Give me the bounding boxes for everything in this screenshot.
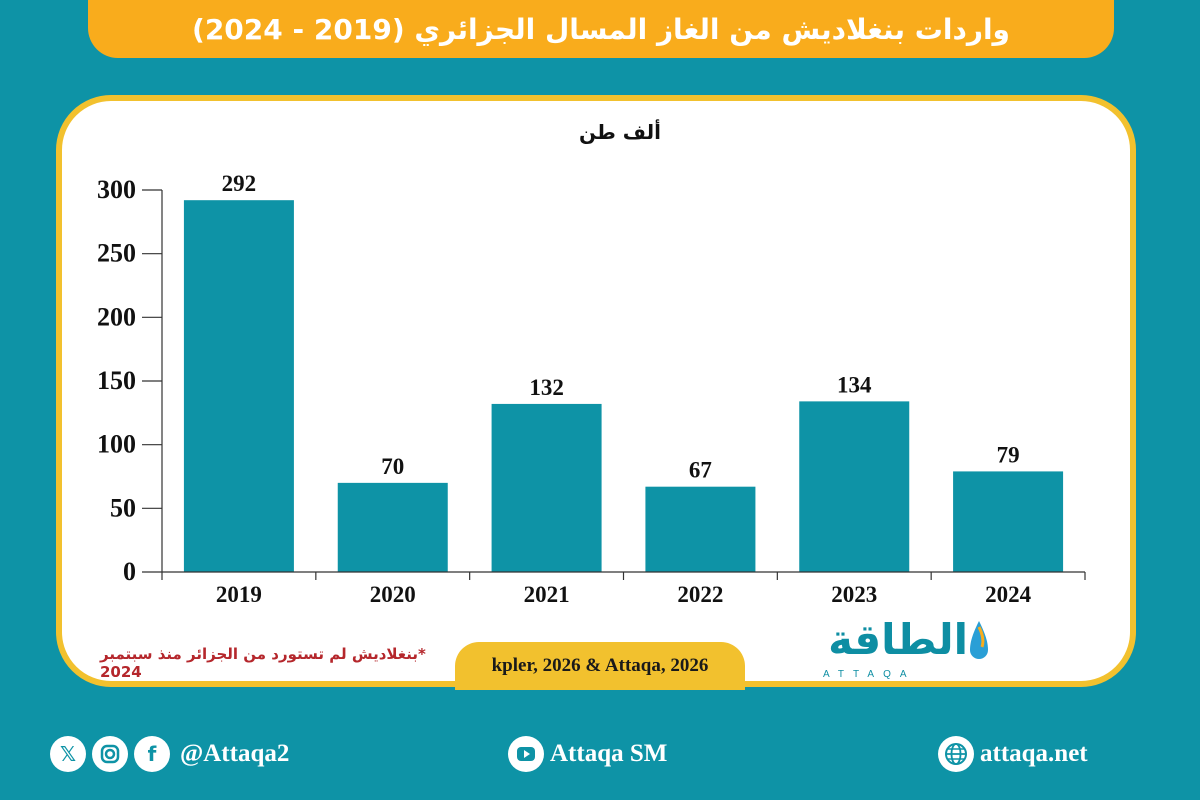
- flame-drop-icon: [970, 621, 988, 659]
- bar-value-label: 132: [529, 375, 564, 400]
- y-tick-label: 50: [110, 493, 136, 522]
- x-tick-label: 2022: [677, 582, 723, 607]
- chart-title-bar: واردات بنغلاديش من الغاز المسال الجزائري…: [88, 0, 1114, 58]
- youtube-icon[interactable]: [508, 736, 544, 772]
- y-tick-label: 200: [97, 302, 136, 331]
- instagram-icon[interactable]: [92, 736, 128, 772]
- bar-value-label: 292: [222, 171, 257, 196]
- bar: [337, 482, 448, 572]
- y-tick-label: 100: [97, 430, 136, 459]
- source-tab: kpler, 2026 & Attaqa, 2026: [455, 642, 745, 690]
- x-tick-label: 2023: [831, 582, 877, 607]
- bar: [491, 403, 602, 572]
- x-tick-label: 2021: [524, 582, 570, 607]
- x-axis: 2019 2020 2021 2022 2023 2024: [161, 571, 1086, 607]
- bar: [953, 471, 1064, 572]
- facebook-icon[interactable]: f: [134, 736, 170, 772]
- globe-icon[interactable]: [938, 736, 974, 772]
- footer-social: 𝕏 f @Attaqa2: [50, 732, 289, 776]
- bar-value-label: 134: [837, 372, 872, 397]
- bar: [799, 401, 910, 572]
- x-icon[interactable]: 𝕏: [50, 736, 86, 772]
- footer-youtube: Attaqa SM: [508, 732, 667, 776]
- x-tick-label: 2020: [370, 582, 416, 607]
- logo-text: الطاقة: [828, 615, 968, 664]
- y-tick-label: 250: [97, 239, 136, 268]
- attaqa-logo: الطاقة ATTAQA: [815, 615, 990, 685]
- y-tick-label: 150: [97, 366, 136, 395]
- website-url[interactable]: attaqa.net: [980, 740, 1088, 767]
- bar-value-label: 67: [689, 458, 712, 483]
- bar: [183, 200, 294, 573]
- bar-value-label: 79: [997, 442, 1020, 467]
- youtube-channel[interactable]: Attaqa SM: [550, 740, 668, 767]
- y-tick-label: 0: [123, 557, 136, 586]
- x-tick-label: 2019: [216, 582, 262, 607]
- y-axis-unit-label: ألف طن: [579, 120, 661, 144]
- social-handle[interactable]: @Attaqa2: [180, 740, 290, 767]
- chart-title: واردات بنغلاديش من الغاز المسال الجزائري…: [192, 12, 1010, 46]
- x-tick-label: 2024: [985, 582, 1032, 607]
- y-axis: 0 50 100 150 200 250 300: [97, 175, 163, 586]
- y-tick-label: 300: [97, 175, 136, 204]
- bar-value-label: 70: [381, 454, 404, 479]
- bar: [645, 486, 756, 572]
- logo-subtext: ATTAQA: [823, 669, 916, 680]
- footer-website: attaqa.net: [938, 732, 1088, 776]
- footnote: *بنغلاديش لم تستورد من الجزائر منذ سبتمب…: [100, 645, 426, 681]
- bars: 292 70 132 67 134 79: [183, 171, 1064, 573]
- source-text: kpler, 2026 & Attaqa, 2026: [491, 655, 709, 676]
